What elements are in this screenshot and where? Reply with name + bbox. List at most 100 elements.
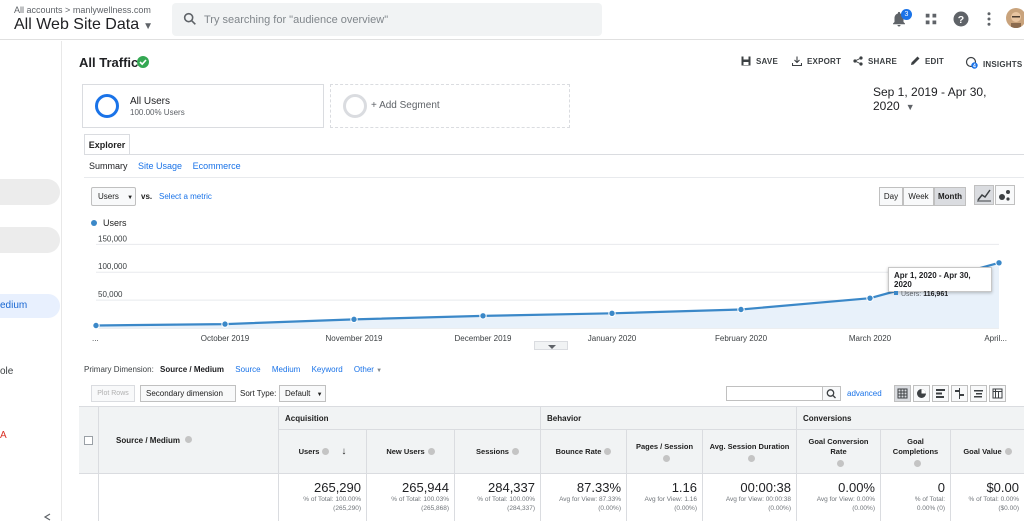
- property-selector[interactable]: All Web Site Data ▼: [14, 16, 153, 34]
- col-users-label: Users: [298, 446, 320, 456]
- table-search-button[interactable]: [822, 386, 841, 401]
- total-goal-value: $0.00% of Total: 0.00% ($0.00): [951, 474, 1024, 521]
- col-goal-conversion-rate[interactable]: Goal Conversion Rate: [797, 430, 881, 474]
- help-icon[interactable]: ?: [952, 10, 970, 28]
- avatar[interactable]: [1006, 8, 1024, 28]
- edit-button[interactable]: EDIT: [910, 56, 944, 66]
- help-icon[interactable]: [913, 459, 921, 467]
- segment-all-users[interactable]: All Users 100.00% Users: [82, 84, 324, 128]
- total-users: 265,290% of Total: 100.00% (265,290): [279, 474, 367, 521]
- view-term-cloud-button[interactable]: [970, 385, 987, 402]
- line-chart-button[interactable]: [974, 185, 994, 205]
- add-segment-button[interactable]: + Add Segment: [330, 84, 570, 128]
- breadcrumb-site[interactable]: manlywellness.com: [72, 5, 151, 15]
- col-bounce-rate[interactable]: Bounce Rate: [541, 430, 627, 474]
- chart-legend: Users: [91, 218, 127, 228]
- segment-ring-icon: [95, 94, 119, 118]
- insights-label: INSIGHTS: [983, 60, 1023, 69]
- dimension-other[interactable]: Other ▼: [354, 365, 382, 374]
- view-pivot-button[interactable]: [989, 385, 1006, 402]
- share-button[interactable]: SHARE: [853, 56, 897, 66]
- apps-grid-icon[interactable]: [922, 10, 940, 28]
- total-avg-session-duration-delta: (0.00%): [768, 505, 791, 512]
- sidebar-item-source-medium[interactable]: edium: [0, 294, 60, 318]
- view-data-table-button[interactable]: [894, 385, 911, 402]
- sidebar-item-collapsed-2[interactable]: [0, 227, 60, 253]
- dimension-keyword[interactable]: Keyword: [311, 365, 343, 374]
- dimension-source[interactable]: Source: [235, 365, 261, 374]
- total-goal-value-share: % of Total: 0.00%: [968, 496, 1019, 503]
- view-comparison-button[interactable]: [951, 385, 968, 402]
- x-tick-label: February 2020: [715, 334, 768, 343]
- breadcrumb[interactable]: All accounts > manlywellness.com: [14, 5, 151, 15]
- help-icon[interactable]: [604, 448, 612, 455]
- col-new-users-label: New Users: [386, 446, 425, 456]
- chart-resize-handle[interactable]: [534, 341, 568, 350]
- help-icon[interactable]: [511, 448, 519, 455]
- granularity-week-button[interactable]: Week: [903, 187, 934, 206]
- sort-type-select[interactable]: Default ▼: [279, 385, 326, 402]
- advanced-filter-link[interactable]: advanced: [847, 389, 882, 398]
- help-icon[interactable]: [1004, 448, 1012, 455]
- total-avg-session-duration-avg: Avg for View: 00:00:38: [725, 496, 791, 503]
- col-avg-session-duration[interactable]: Avg. Session Duration: [703, 430, 797, 474]
- data-point: [608, 309, 616, 318]
- dimension-medium[interactable]: Medium: [271, 365, 301, 374]
- insights-button[interactable]: 4 INSIGHTS: [965, 56, 1022, 69]
- view-performance-button[interactable]: [932, 385, 949, 402]
- group-acquisition: Acquisition: [279, 407, 541, 430]
- metric-selector[interactable]: Users ▼: [91, 187, 136, 206]
- search-bar[interactable]: Try searching for "audience overview": [172, 3, 602, 36]
- dimension-header[interactable]: Source / Medium: [99, 407, 279, 474]
- total-sessions-value: 284,337: [488, 480, 535, 495]
- col-users[interactable]: Users ↓: [279, 430, 367, 474]
- subtab-summary[interactable]: Summary: [89, 161, 128, 171]
- granularity-month-button[interactable]: Month: [934, 187, 966, 206]
- col-goal-value[interactable]: Goal Value: [951, 430, 1024, 474]
- help-icon[interactable]: [836, 459, 844, 467]
- vs-label: vs.: [141, 192, 153, 201]
- users-line-chart[interactable]: 150,000 100,000 50,000... October 2019 Novem…: [62, 231, 1024, 351]
- col-new-users[interactable]: New Users: [367, 430, 455, 474]
- secondary-dimension-select[interactable]: Secondary dimension ▼: [140, 385, 236, 413]
- col-goal-completions[interactable]: Goal Completions: [881, 430, 951, 474]
- help-icon[interactable]: [427, 448, 435, 455]
- y-tick-label: 100,000: [98, 262, 127, 271]
- help-icon[interactable]: [322, 448, 330, 455]
- pie-view-icon: [917, 389, 926, 398]
- top-bar: All accounts > manlywellness.com All Web…: [0, 0, 1024, 40]
- sidebar-item-a[interactable]: A: [0, 430, 7, 441]
- sort-arrow-down-icon[interactable]: ↓: [341, 445, 347, 457]
- motion-chart-button[interactable]: [995, 185, 1015, 205]
- breadcrumb-all-accounts[interactable]: All accounts: [14, 5, 63, 15]
- collapse-chevron-icon[interactable]: [40, 513, 52, 521]
- col-pages-session[interactable]: Pages / Session: [627, 430, 703, 474]
- save-button[interactable]: SAVE: [741, 56, 778, 66]
- granularity-day-button[interactable]: Day: [879, 187, 903, 206]
- data-point: [479, 312, 487, 320]
- subtab-ecommerce[interactable]: Ecommerce: [192, 161, 241, 171]
- tab-explorer[interactable]: Explorer: [84, 134, 130, 155]
- dimension-source-medium[interactable]: Source / Medium: [160, 365, 225, 374]
- total-bounce-rate-value: 87.33%: [576, 480, 621, 495]
- help-icon[interactable]: [747, 454, 755, 462]
- export-button[interactable]: EXPORT: [792, 56, 841, 66]
- sidebar-item-ole[interactable]: ole: [0, 366, 14, 377]
- group-behavior: Behavior: [541, 407, 797, 430]
- sidebar-item-collapsed-1[interactable]: [0, 179, 60, 205]
- subtab-site-usage[interactable]: Site Usage: [138, 161, 183, 171]
- select-all-checkbox[interactable]: [84, 436, 93, 445]
- table-filter-input[interactable]: [726, 386, 823, 401]
- plot-rows-button[interactable]: Plot Rows: [91, 385, 135, 402]
- col-sessions[interactable]: Sessions: [455, 430, 541, 474]
- date-range-selector[interactable]: Sep 1, 2019 - Apr 30, 2020 ▼: [873, 85, 1024, 113]
- x-tick-label: December 2019: [455, 334, 512, 343]
- view-pie-button[interactable]: [913, 385, 930, 402]
- help-icon[interactable]: [662, 454, 670, 462]
- property-name: All Web Site Data: [14, 16, 140, 33]
- select-metric-link[interactable]: Select a metric: [159, 192, 212, 201]
- more-vert-icon[interactable]: [980, 10, 998, 28]
- help-icon[interactable]: [185, 436, 193, 443]
- tooltip-date: Apr 1, 2020 - Apr 30, 2020: [894, 271, 971, 289]
- col-sessions-label: Sessions: [476, 446, 509, 456]
